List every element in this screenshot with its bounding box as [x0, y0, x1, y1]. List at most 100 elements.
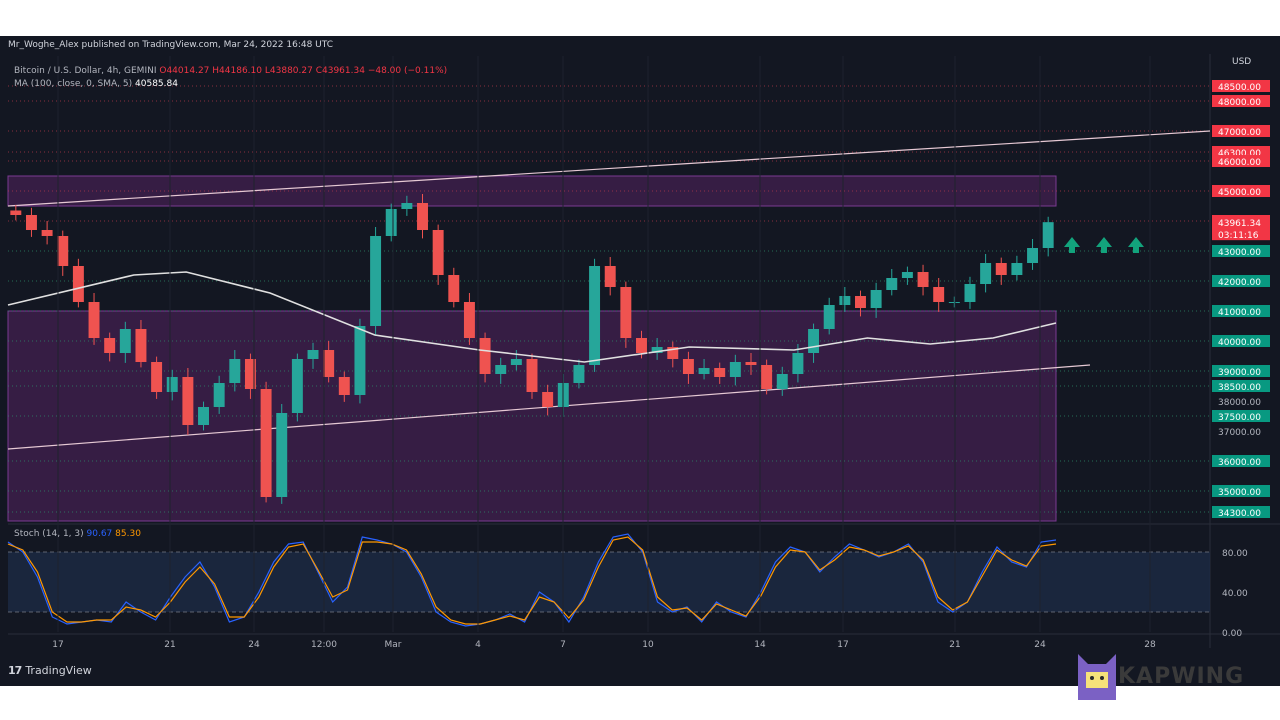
legend-low: L43880.27 — [264, 66, 313, 76]
price-axis-label: 46300.00 — [1218, 149, 1261, 159]
candle — [166, 377, 178, 392]
candle — [901, 272, 913, 278]
candle — [104, 338, 116, 353]
candle — [354, 326, 366, 395]
candle — [1027, 248, 1039, 263]
kapwing-watermark: KAPWING — [1076, 650, 1276, 702]
candle — [995, 263, 1007, 275]
candle — [41, 230, 53, 236]
candle — [72, 266, 84, 302]
time-axis-label: 4 — [475, 640, 481, 650]
candle — [1011, 263, 1023, 275]
candle — [151, 362, 163, 392]
stoch-legend: Stoch (14, 1, 3) 90.67 85.30 — [14, 529, 141, 539]
legend-open: O44014.27 — [159, 66, 210, 76]
candle — [432, 230, 444, 275]
moving-average-line — [7, 271, 1057, 363]
candle — [479, 338, 491, 374]
candle — [980, 263, 992, 284]
legend-symbol: Bitcoin / U.S. Dollar, 4h, GEMINI — [14, 66, 157, 76]
price-axis-label-bg — [1212, 335, 1270, 347]
kapwing-text: KAPWING — [1118, 664, 1245, 689]
ma-value: 40585.84 — [135, 79, 178, 89]
price-axis-label-bg — [1212, 125, 1270, 137]
candle — [792, 353, 804, 374]
candle — [291, 359, 303, 413]
price-axis-label: 38000.00 — [1218, 398, 1261, 408]
price-axis-label-bg — [1212, 80, 1270, 92]
stoch-label: Stoch (14, 1, 3) — [14, 529, 84, 539]
candle — [651, 347, 663, 353]
price-axis-label-bg — [1212, 380, 1270, 392]
stoch-axis-label: 80.00 — [1222, 549, 1248, 559]
stoch-k-value: 90.67 — [86, 529, 113, 539]
price-axis-label-bg — [1212, 275, 1270, 287]
price-axis-label: 41000.00 — [1218, 308, 1261, 318]
time-axis-label: 12:00 — [311, 640, 337, 650]
time-axis-label: 14 — [754, 640, 766, 650]
price-axis-label-bg — [1212, 410, 1270, 422]
legend-high: H44186.10 — [212, 66, 262, 76]
price-axis-label: 45000.00 — [1218, 188, 1261, 198]
price-axis-label-bg — [1212, 155, 1270, 167]
candle — [260, 389, 272, 497]
stoch-axis-label: 40.00 — [1222, 589, 1248, 599]
candle — [88, 302, 100, 338]
candle — [526, 359, 538, 392]
price-axis-label: 48500.00 — [1218, 83, 1261, 93]
candle — [1042, 222, 1054, 248]
price-axis-label: 38500.00 — [1218, 383, 1261, 393]
price-axis-label-bg — [1212, 455, 1270, 467]
candle — [870, 290, 882, 308]
time-axis-label: 21 — [164, 640, 175, 650]
legend-close: C43961.34 — [315, 66, 365, 76]
price-axis-label: 36000.00 — [1218, 458, 1261, 468]
price-axis-label-bg — [1212, 245, 1270, 257]
stoch-d-value: 85.30 — [115, 529, 141, 539]
time-axis-label: 24 — [248, 640, 260, 650]
price-chart[interactable]: 48500.00 48000.00 47000.00 46300.0046000.00… — [0, 36, 1280, 686]
price-axis-label: 37000.00 — [1218, 428, 1261, 438]
candle — [589, 266, 601, 365]
candle — [886, 278, 898, 290]
candle — [636, 338, 647, 353]
candle — [761, 365, 773, 389]
candle — [495, 365, 507, 374]
tradingview-logo-icon: 17 — [8, 664, 22, 677]
candle — [338, 377, 350, 395]
candle — [323, 350, 335, 377]
candle — [933, 287, 945, 302]
tradingview-logo[interactable]: 17 TradingView — [8, 664, 92, 677]
price-axis-label: 35000.00 — [1218, 488, 1261, 498]
time-axis-label: 10 — [642, 640, 654, 650]
candle — [307, 350, 319, 359]
price-axis-label: 46000.00 — [1218, 158, 1261, 168]
price-axis-label-bg — [1212, 485, 1270, 497]
candle — [823, 305, 835, 329]
candle — [964, 284, 976, 302]
time-axis-label: 21 — [949, 640, 960, 650]
price-axis-label-bg — [1212, 185, 1270, 197]
candle — [855, 296, 866, 308]
price-axis-label: 42000.00 — [1218, 278, 1261, 288]
candle — [776, 374, 788, 389]
candle — [198, 407, 209, 425]
legend-change: −48.00 (−0.11%) — [367, 66, 448, 76]
up-arrow-icon — [1064, 237, 1080, 253]
price-axis-label-bg — [1212, 365, 1270, 377]
price-axis-label-bg — [1212, 506, 1270, 518]
candle — [119, 329, 131, 353]
candle — [729, 362, 741, 377]
candle — [839, 296, 851, 305]
candle — [448, 275, 460, 302]
price-axis-label: 47000.00 — [1218, 128, 1261, 138]
candle — [714, 368, 726, 377]
up-arrow-icon — [1096, 237, 1112, 253]
up-arrow-icon — [1128, 237, 1144, 253]
price-axis-label: 43000.00 — [1218, 248, 1261, 258]
currency-label: USD — [1232, 57, 1251, 67]
candle — [682, 359, 694, 374]
stoch-axis-label: 0.00 — [1222, 629, 1242, 639]
price-axis-label: 37500.00 — [1218, 413, 1261, 423]
candle — [698, 368, 710, 374]
